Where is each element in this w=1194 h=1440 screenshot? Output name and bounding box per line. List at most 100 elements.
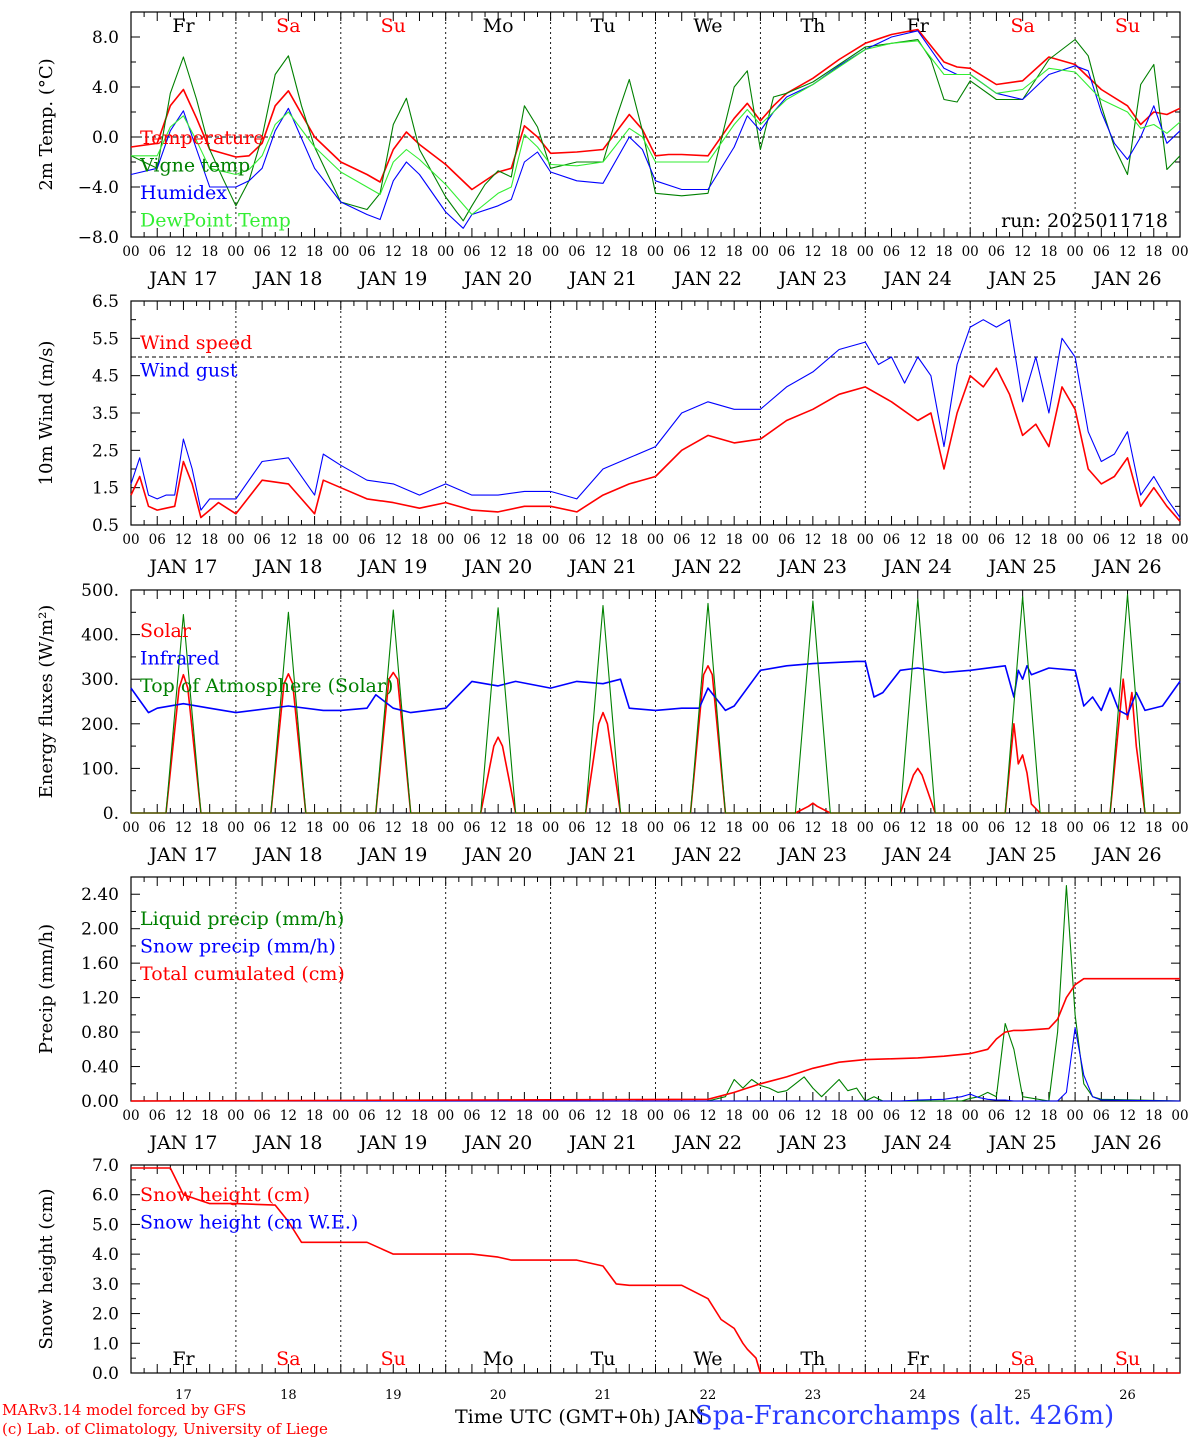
- hour-tick-label: 18: [726, 820, 743, 836]
- y-tick-label: 4.0: [92, 1245, 119, 1265]
- hour-tick-label: 00: [962, 820, 979, 836]
- hour-tick-label: 18: [935, 244, 952, 260]
- hour-tick-label: 18: [201, 1108, 218, 1124]
- date-label: JAN 22: [672, 268, 742, 290]
- hour-tick-label: 06: [358, 1108, 375, 1124]
- date-label: JAN 17: [147, 556, 217, 578]
- series-line: [130, 319, 1181, 518]
- hour-tick-label: 00: [962, 532, 979, 548]
- series-line: [131, 885, 1181, 1102]
- hour-tick-label: 18: [621, 244, 638, 260]
- day-label: Sa: [276, 1348, 300, 1370]
- date-label: JAN 23: [777, 844, 847, 866]
- legend-entry: Total cumulated (cm): [140, 963, 345, 985]
- hour-tick-label: 18: [306, 1108, 323, 1124]
- hour-tick-label: 12: [175, 532, 192, 548]
- date-label: JAN 17: [147, 268, 217, 290]
- hour-tick-label: 06: [883, 1108, 900, 1124]
- day-number-label: 19: [385, 1388, 402, 1403]
- hour-tick-label: 18: [726, 532, 743, 548]
- day-number-label: 20: [490, 1388, 507, 1403]
- hour-tick-label: 00: [1171, 1108, 1188, 1124]
- series-line: [131, 1167, 1180, 1374]
- day-label: Fr: [172, 1348, 195, 1370]
- hour-tick-label: 12: [909, 244, 926, 260]
- y-tick-label: 400.: [81, 626, 119, 646]
- hour-tick-label: 06: [778, 244, 795, 260]
- hour-tick-label: 12: [699, 244, 716, 260]
- hour-tick-label: 00: [1171, 244, 1188, 260]
- hour-tick-label: 06: [883, 820, 900, 836]
- hour-tick-label: 18: [516, 532, 533, 548]
- date-label: JAN 24: [882, 268, 952, 290]
- hour-tick-label: 12: [1014, 532, 1031, 548]
- hour-tick-label: 18: [726, 1108, 743, 1124]
- y-tick-label: 2.0: [92, 1305, 119, 1325]
- day-label: Fr: [907, 1348, 930, 1370]
- hour-tick-label: 00: [227, 244, 244, 260]
- hour-tick-label: 18: [306, 820, 323, 836]
- y-tick-label: 4.0: [92, 78, 119, 98]
- hour-tick-label: 06: [463, 244, 480, 260]
- time-axis-label: Time UTC (GMT+0h) JAN: [455, 1406, 705, 1428]
- date-label: JAN 25: [987, 844, 1057, 866]
- y-tick-label: 0.00: [81, 1092, 119, 1112]
- day-number-label: 23: [805, 1388, 822, 1403]
- y-tick-label: 2.00: [81, 920, 119, 940]
- hour-tick-label: 06: [149, 1108, 166, 1124]
- hour-tick-label: 06: [149, 244, 166, 260]
- y-tick-label: 6.5: [92, 292, 119, 312]
- y-tick-label: 2.5: [92, 441, 119, 461]
- date-label: JAN 21: [567, 1132, 637, 1154]
- hour-tick-label: 00: [857, 1108, 874, 1124]
- hour-tick-label: 00: [332, 820, 349, 836]
- series-line: [131, 40, 1181, 216]
- date-label: JAN 24: [882, 1132, 952, 1154]
- legend-entry: Infrared: [140, 648, 220, 670]
- y-tick-label: 1.60: [81, 954, 119, 974]
- hour-tick-label: 18: [621, 1108, 638, 1124]
- date-label: JAN 23: [777, 1132, 847, 1154]
- date-label: JAN 18: [252, 1132, 322, 1154]
- hour-tick-label: 12: [594, 532, 611, 548]
- day-label: Mo: [483, 1348, 514, 1370]
- series-line: [130, 367, 1181, 522]
- date-label: JAN 18: [252, 268, 322, 290]
- hour-tick-label: 00: [437, 820, 454, 836]
- hour-tick-label: 12: [1014, 244, 1031, 260]
- hour-tick-label: 18: [621, 820, 638, 836]
- y-tick-label: 6.0: [92, 1186, 119, 1206]
- hour-tick-label: 00: [647, 244, 664, 260]
- hour-tick-label: 18: [411, 1108, 428, 1124]
- hour-tick-label: 18: [1040, 820, 1057, 836]
- hour-tick-label: 00: [752, 244, 769, 260]
- hour-tick-label: 06: [988, 1108, 1005, 1124]
- hour-tick-label: 18: [516, 1108, 533, 1124]
- y-tick-label: 200.: [81, 715, 119, 735]
- date-label: JAN 25: [987, 268, 1057, 290]
- date-label: JAN 19: [357, 1132, 427, 1154]
- hour-tick-label: 18: [1145, 1108, 1162, 1124]
- legend-entry: Wind gust: [140, 360, 238, 382]
- hour-tick-label: 18: [411, 244, 428, 260]
- day-label: Sa: [1010, 1348, 1034, 1370]
- hour-tick-label: 12: [1014, 820, 1031, 836]
- hour-tick-label: 12: [1119, 532, 1136, 548]
- day-label: Mo: [483, 15, 514, 37]
- hour-tick-label: 06: [1093, 532, 1110, 548]
- series-line: [130, 38, 1181, 222]
- hour-tick-label: 18: [830, 1108, 847, 1124]
- day-label: Fr: [172, 15, 195, 37]
- day-number-label: 26: [1119, 1388, 1136, 1403]
- panel-1: −8.0 −4.0 0.0 4.0 8.0 2m Temp. (°C) Fr Sa Su Mo Tu…: [36, 11, 1189, 290]
- hour-tick-label: 00: [227, 820, 244, 836]
- day-label: Su: [1115, 15, 1140, 37]
- hour-tick-label: 00: [962, 244, 979, 260]
- hour-tick-label: 06: [988, 532, 1005, 548]
- legend-entry: Temperature: [140, 127, 264, 149]
- date-label: JAN 23: [777, 556, 847, 578]
- series-line: [131, 593, 1180, 814]
- hour-tick-label: 06: [463, 532, 480, 548]
- hour-tick-label: 18: [306, 532, 323, 548]
- y-tick-label: 0.0: [92, 1364, 119, 1384]
